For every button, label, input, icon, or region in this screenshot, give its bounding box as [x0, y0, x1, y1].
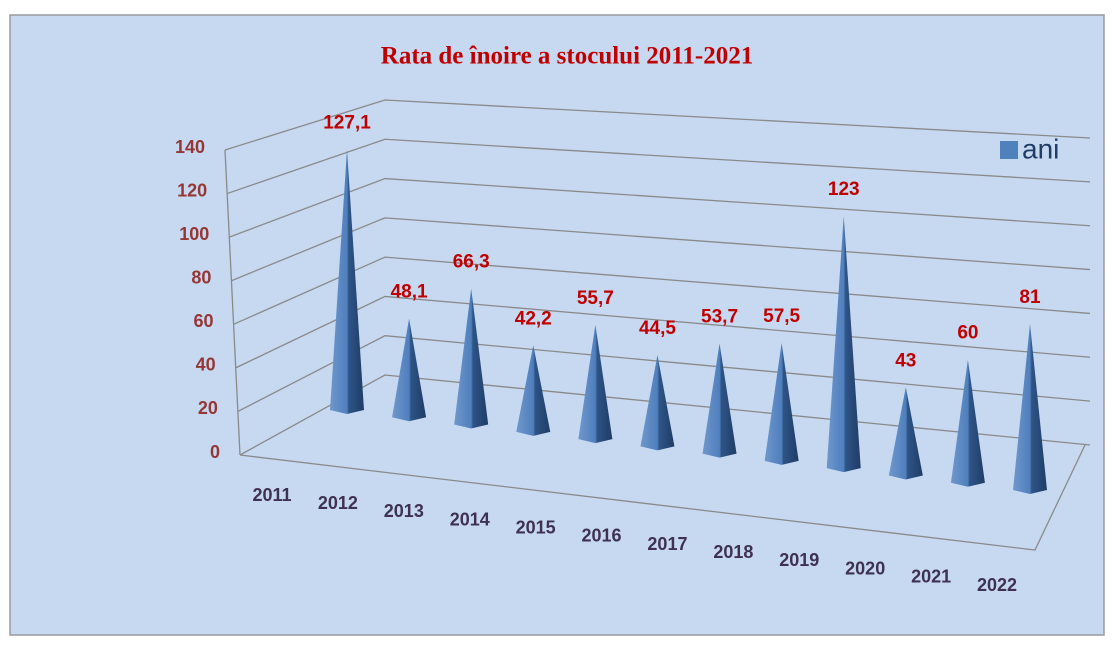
data-label: 60	[957, 323, 978, 344]
x-tick-label: 2022	[977, 575, 1017, 595]
data-label: 81	[1019, 287, 1041, 308]
cone	[578, 324, 613, 444]
y-tick-label: 40	[196, 355, 216, 375]
cone	[1013, 323, 1047, 494]
y-tick-label: 60	[194, 311, 214, 331]
x-tick-label: 2011	[252, 485, 291, 505]
grid-line	[226, 138, 1091, 195]
cone	[454, 288, 489, 429]
data-label: 44,5	[639, 318, 676, 339]
cone	[392, 318, 427, 422]
x-tick-label: 2014	[450, 509, 490, 529]
cone	[826, 216, 861, 473]
cone	[702, 343, 737, 458]
x-tick-label: 2018	[713, 542, 753, 562]
x-tick-label: 2012	[318, 493, 358, 513]
x-tick-label: 2016	[582, 526, 622, 546]
chart-background	[9, 14, 1105, 636]
cone	[888, 387, 923, 480]
legend-label: ani	[1022, 133, 1059, 164]
x-tick-label: 2020	[845, 558, 885, 578]
cone	[516, 345, 551, 436]
grid-line	[235, 295, 1091, 369]
y-tick-label: 120	[177, 180, 207, 200]
y-tick-label: 140	[175, 137, 205, 157]
y-tick-label: 0	[210, 442, 220, 462]
grid-line	[229, 177, 1091, 238]
data-label: 123	[828, 179, 860, 200]
legend-swatch	[1000, 141, 1018, 159]
data-label: 55,7	[577, 288, 614, 309]
x-tick-label: 2013	[384, 501, 424, 521]
cone	[640, 355, 675, 451]
y-tick-label: 80	[191, 267, 211, 287]
grid-line	[231, 217, 1091, 282]
chart-title: Rata de înoire a stocului 2011-2021	[381, 43, 753, 70]
grid-line	[233, 256, 1091, 325]
cone	[764, 343, 799, 465]
y-tick-label: 100	[179, 224, 209, 244]
data-label: 66,3	[453, 252, 490, 273]
data-label: 57,5	[763, 306, 800, 327]
x-tick-label: 2019	[779, 550, 819, 570]
cone	[950, 359, 985, 487]
y-tick-label: 20	[198, 398, 218, 418]
data-label: 42,2	[515, 308, 552, 329]
data-label: 127,1	[323, 112, 371, 133]
grid-line	[237, 335, 1091, 413]
x-tick-label: 2021	[911, 567, 951, 587]
axis-frame	[224, 149, 1086, 551]
grid-line	[224, 99, 1091, 151]
data-label: 48,1	[391, 282, 428, 303]
data-label: 43	[895, 350, 916, 371]
x-tick-label: 2015	[516, 517, 556, 537]
x-tick-label: 2017	[647, 534, 687, 554]
cone	[330, 149, 364, 414]
data-label: 53,7	[701, 307, 738, 328]
